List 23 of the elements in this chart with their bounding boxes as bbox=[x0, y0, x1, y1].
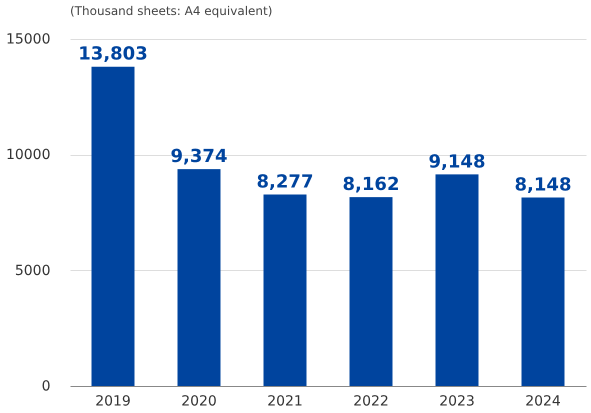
bar bbox=[436, 174, 478, 386]
x-tick-label: 2019 bbox=[95, 394, 131, 410]
bar bbox=[92, 66, 134, 386]
x-tick-label: 2023 bbox=[439, 394, 475, 410]
x-tick-label: 2024 bbox=[525, 394, 561, 410]
y-tick-label: 15000 bbox=[6, 32, 50, 48]
chart-title: (Thousand sheets: A4 equivalent) bbox=[70, 4, 272, 18]
bar bbox=[350, 197, 392, 386]
data-label: 9,374 bbox=[170, 146, 228, 168]
data-label: 8,277 bbox=[256, 172, 314, 193]
bar bbox=[522, 198, 564, 386]
data-label: 8,148 bbox=[514, 174, 572, 196]
data-label: 13,803 bbox=[78, 44, 148, 65]
x-tick-label: 2020 bbox=[181, 394, 217, 410]
y-tick-label: 0 bbox=[42, 378, 50, 394]
y-tick-label: 10000 bbox=[6, 147, 50, 164]
x-tick-label: 2021 bbox=[267, 394, 303, 410]
data-label: 8,162 bbox=[342, 174, 400, 196]
y-tick-label: 5000 bbox=[14, 262, 50, 279]
x-tick-label: 2022 bbox=[353, 394, 389, 410]
data-label: 9,148 bbox=[428, 151, 486, 172]
bar bbox=[178, 169, 220, 386]
bar bbox=[264, 194, 306, 386]
